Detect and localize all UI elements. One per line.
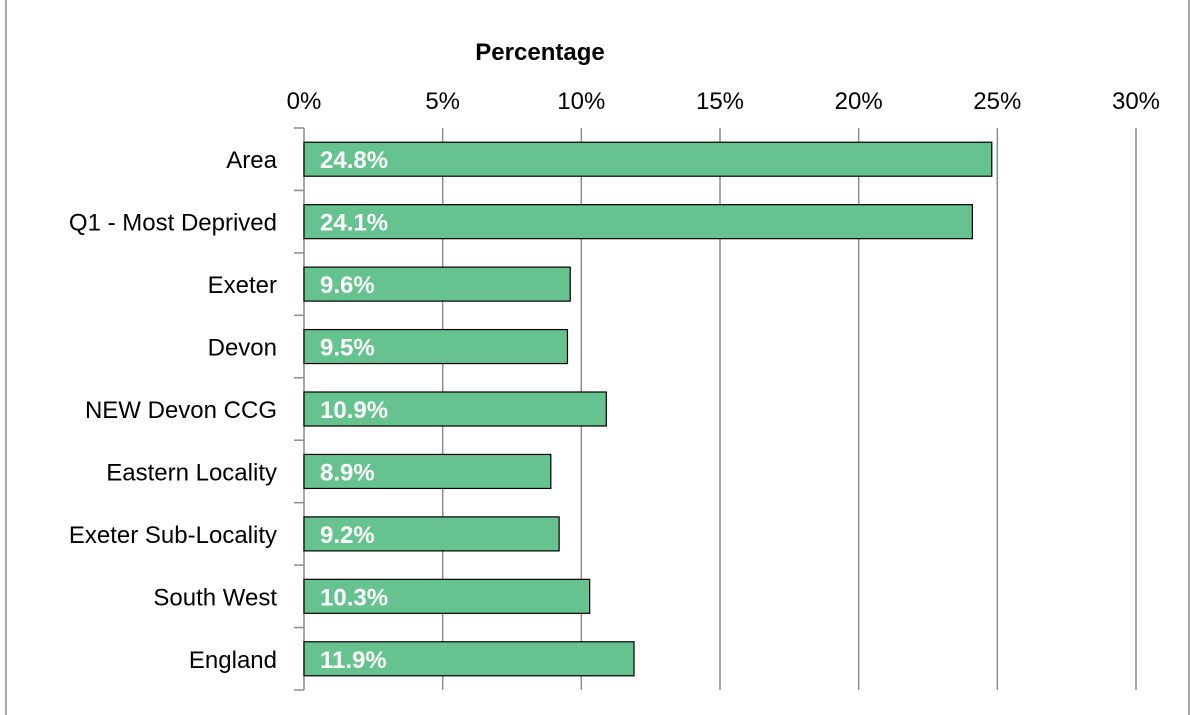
bars xyxy=(303,141,993,677)
category-label: Exeter xyxy=(208,272,277,299)
category-labels: Area Q1 - Most Deprived Exeter Devon NEW Dev… xyxy=(69,147,278,674)
bar xyxy=(303,141,993,177)
bar xyxy=(303,453,552,490)
category-label: Eastern Locality xyxy=(106,459,277,486)
data-label: 24.1% xyxy=(320,210,388,237)
category-label: NEW Devon CCG xyxy=(85,397,277,424)
data-label: 24.8% xyxy=(320,147,388,174)
data-label: 10.9% xyxy=(320,397,388,424)
category-label: Q1 - Most Deprived xyxy=(69,210,277,237)
bar xyxy=(303,516,560,552)
category-label: England xyxy=(189,647,277,674)
data-label: 9.5% xyxy=(320,335,375,362)
x-tick-label: 15% xyxy=(696,88,744,115)
x-tick-label: 20% xyxy=(835,88,883,115)
data-label: 11.9% xyxy=(320,647,387,674)
x-tick-label: 5% xyxy=(425,88,460,115)
bar xyxy=(303,204,973,240)
x-tick-label: 0% xyxy=(287,88,322,115)
data-label: 9.2% xyxy=(320,522,375,549)
x-tick-label: 30% xyxy=(1112,88,1160,115)
bar xyxy=(303,391,607,427)
data-label: 9.6% xyxy=(320,272,375,299)
category-label: South West xyxy=(153,584,277,611)
x-axis-title: Percentage xyxy=(475,39,604,66)
bar xyxy=(303,328,569,365)
data-label: 10.3% xyxy=(320,584,388,611)
category-label: Area xyxy=(226,147,277,174)
x-axis-tick-labels: 0% 5% 10% 15% 20% 25% 30% xyxy=(287,88,1160,115)
category-label: Devon xyxy=(208,335,277,362)
category-axis xyxy=(294,127,305,691)
category-label: Exeter Sub-Locality xyxy=(69,522,277,549)
data-label: 8.9% xyxy=(320,459,375,486)
x-tick-label: 25% xyxy=(973,88,1021,115)
bar xyxy=(303,266,571,302)
bar xyxy=(303,578,591,614)
x-tick-label: 10% xyxy=(557,88,605,115)
data-labels: 24.8% 24.1% 9.6% 9.5% 10.9% 8.9% 9.2% 10.3% 11.9… xyxy=(320,147,388,674)
bar xyxy=(303,641,635,677)
chart-border xyxy=(5,0,1190,715)
